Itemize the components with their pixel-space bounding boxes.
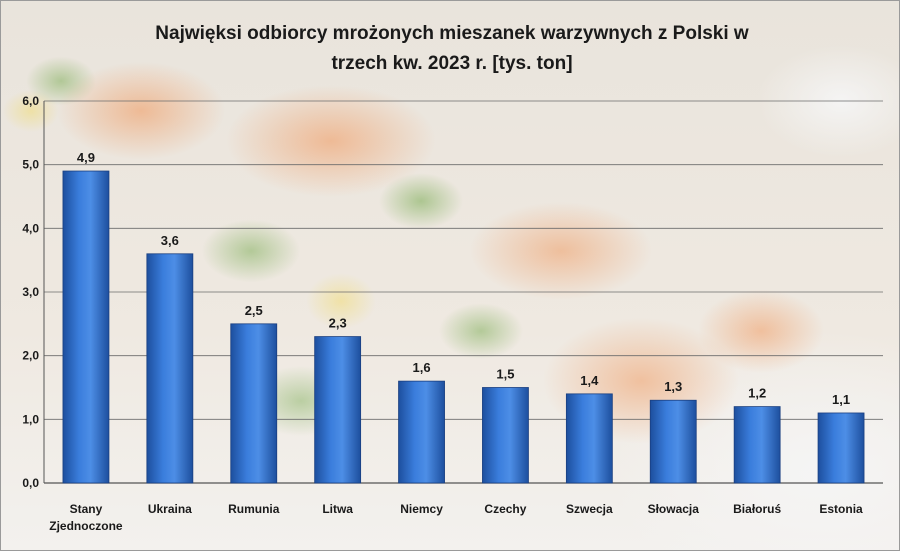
category-label: Litwa	[322, 502, 353, 516]
y-tick-label: 4,0	[22, 221, 39, 235]
data-label: 4,9	[77, 150, 95, 165]
data-labels: 4,9 3,6 2,5 2,3 1,6 1,5 1,4 1,3 1,2 1,1	[77, 150, 850, 407]
category-label: Rumunia	[228, 502, 280, 516]
bar	[398, 380, 445, 484]
bars	[62, 170, 865, 484]
chart-title-line-2: trzech kw. 2023 r. [tys. ton]	[331, 53, 572, 74]
bar	[565, 393, 613, 484]
y-tick-label: 0,0	[22, 476, 39, 490]
data-label: 1,4	[580, 373, 599, 388]
bar	[230, 323, 278, 484]
category-label: Niemcy	[400, 502, 443, 516]
y-tick-label: 2,0	[22, 349, 39, 363]
chart-title-line-1: Najwięksi odbiorcy mrożonych mieszanek w…	[155, 23, 749, 44]
y-tick-label: 3,0	[22, 285, 39, 299]
bar	[62, 170, 110, 484]
data-label: 1,2	[748, 386, 766, 401]
data-label: 2,3	[329, 316, 347, 331]
category-label: Szwecja	[566, 502, 613, 516]
category-label: Ukraina	[148, 502, 192, 516]
y-axis-ticks: 0,0 1,0 2,0 3,0 4,0 5,0 6,0	[22, 94, 39, 490]
bar	[733, 406, 781, 484]
bar	[482, 387, 529, 484]
category-label: Zjednoczone	[49, 519, 123, 533]
y-tick-label: 6,0	[22, 94, 39, 108]
category-label: Estonia	[819, 502, 863, 516]
x-axis-categories: Stany Zjednoczone Ukraina Rumunia Litwa Niemc…	[49, 502, 863, 533]
bar	[146, 253, 194, 484]
category-label: Stany	[70, 502, 103, 516]
category-label: Czechy	[484, 502, 526, 516]
data-label: 1,5	[496, 367, 514, 382]
data-label: 3,6	[161, 233, 179, 248]
category-label: Słowacja	[648, 502, 700, 516]
y-tick-label: 5,0	[22, 158, 39, 172]
data-label: 2,5	[245, 303, 263, 318]
category-label: Białoruś	[733, 502, 781, 516]
bar	[314, 336, 362, 484]
bar	[817, 412, 865, 484]
y-tick-label: 1,0	[22, 412, 39, 426]
data-label: 1,1	[832, 392, 850, 407]
data-label: 1,3	[664, 379, 682, 394]
bar	[649, 399, 697, 484]
data-label: 1,6	[413, 360, 431, 375]
